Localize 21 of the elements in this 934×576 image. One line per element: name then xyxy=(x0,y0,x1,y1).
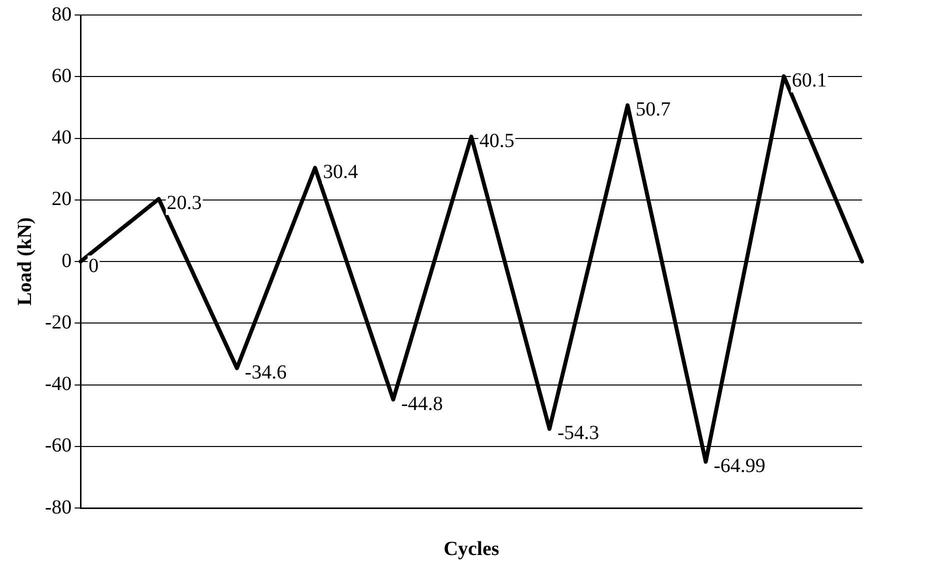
y-tick-label: -60 xyxy=(44,434,72,457)
data-label: 0 xyxy=(88,254,99,277)
data-label: 60.1 xyxy=(792,70,827,92)
data-label: -64.99 xyxy=(714,455,766,477)
x-axis-title: Cycles xyxy=(444,538,500,560)
y-tick-label: -80 xyxy=(44,496,72,518)
y-tick-label: 20 xyxy=(52,188,72,210)
data-label: 30.4 xyxy=(323,161,358,184)
data-label: 20.3 xyxy=(166,192,202,214)
data-label: -44.8 xyxy=(401,392,443,415)
data-label: -34.6 xyxy=(244,361,287,384)
y-tick-label: 0 xyxy=(62,250,72,272)
y-tick-label: 80 xyxy=(52,3,72,26)
data-label: -54.3 xyxy=(557,422,600,444)
data-label: 40.5 xyxy=(479,130,514,152)
y-tick-label: -40 xyxy=(44,373,72,395)
y-tick-label: 60 xyxy=(52,64,72,87)
y-axis-title: Load (kN) xyxy=(14,217,36,306)
y-tick-label: -20 xyxy=(44,311,72,334)
y-tick-label: 40 xyxy=(52,126,72,148)
data-label: 50.7 xyxy=(636,98,671,121)
